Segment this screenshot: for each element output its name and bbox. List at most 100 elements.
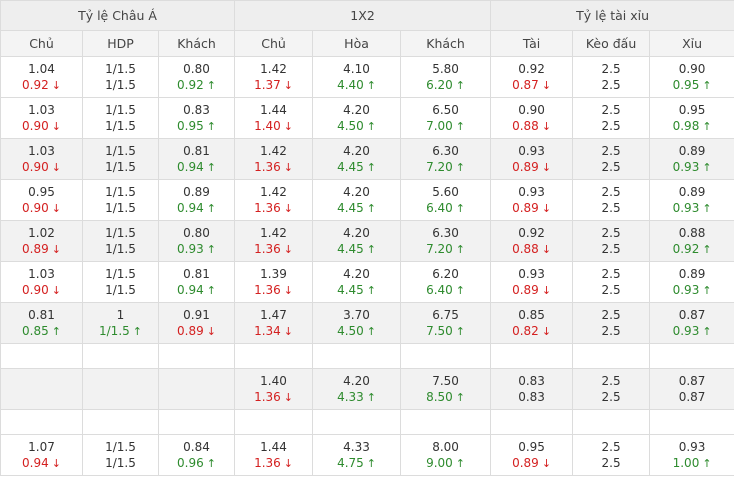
opening-odds: 4.20 — [343, 185, 370, 199]
opening-odds: 1.02 — [28, 226, 55, 240]
opening-odds: 1/1.5 — [105, 440, 136, 454]
arrow-down-icon: ↓ — [541, 243, 552, 256]
current-odds-line: 1/1.5 — [83, 455, 158, 471]
opening-odds: 1.03 — [28, 103, 55, 117]
current-odds-line: 6.40 ↑ — [401, 282, 490, 298]
current-odds: 4.50 — [337, 324, 364, 338]
opening-odds: 2.5 — [601, 185, 621, 199]
odds-cell-content: 6.20 6.40 ↑ — [401, 264, 490, 300]
current-odds-line: 0.89 ↓ — [491, 282, 572, 298]
col-header-home: Chủ — [0, 30, 83, 57]
current-odds: 0.82 — [512, 324, 539, 338]
odds-cell-content: 0.90 0.88 ↓ — [491, 100, 572, 136]
odds-cell: 1.03 0.90 ↓ — [0, 97, 83, 139]
arrow-down-icon: ↓ — [541, 161, 552, 174]
current-odds: 4.45 — [337, 242, 364, 256]
opening-odds: 0.83 — [183, 103, 210, 117]
odds-cell: 0.83 0.83 — [490, 368, 574, 410]
odds-cell-content: 2.5 2.5 — [573, 182, 649, 218]
current-odds-line: 1.37 ↓ — [235, 77, 312, 93]
odds-cell-content — [83, 371, 158, 407]
arrow-up-icon: ↑ — [206, 120, 216, 133]
opening-odds: 0.80 — [183, 62, 210, 76]
opening-odds: 2.5 — [601, 440, 621, 454]
opening-odds: 1/1.5 — [105, 62, 136, 76]
odds-cell: 2.5 2.5 — [572, 220, 651, 262]
current-odds: 6.20 — [426, 78, 453, 92]
arrow-up-icon: ↑ — [455, 202, 466, 215]
opening-odds: 1.03 — [28, 144, 55, 158]
arrow-down-icon: ↓ — [283, 284, 293, 297]
arrow-up-icon: ↑ — [206, 457, 216, 470]
current-odds: 2.5 — [601, 283, 621, 297]
current-odds-line: 0.94 ↑ — [159, 159, 234, 175]
current-odds: 1/1.5 — [105, 119, 136, 133]
odds-cell: 1/1.5 1/1.5 — [82, 434, 159, 476]
odds-cell: 0.89 0.93 ↑ — [649, 179, 734, 221]
opening-odds: 7.50 — [432, 374, 459, 388]
current-odds: 0.95 — [177, 119, 204, 133]
current-odds-line: 2.5 — [573, 389, 649, 405]
opening-odds: 1.42 — [260, 144, 287, 158]
arrow-up-icon: ↑ — [132, 325, 142, 338]
current-odds-line: 2.5 — [573, 455, 649, 471]
odds-cell-content: 1.03 0.90 ↓ — [1, 141, 82, 177]
opening-odds: 0.91 — [183, 308, 210, 322]
current-odds-line: 4.45 ↑ — [313, 200, 400, 216]
odds-cell-content: 0.89 0.93 ↑ — [650, 141, 734, 177]
current-odds: 0.83 — [518, 390, 545, 404]
odds-cell-content: 0.91 0.89 ↓ — [159, 305, 234, 341]
odds-cell-content: 0.90 0.95 ↑ — [650, 59, 734, 95]
current-odds-line — [159, 389, 234, 405]
arrow-up-icon: ↑ — [455, 391, 466, 404]
current-odds: 0.92 — [22, 78, 49, 92]
odds-cell: 6.20 6.40 ↑ — [400, 261, 492, 303]
odds-cell: 1/1.5 1/1.5 — [82, 97, 159, 139]
current-odds-line: 1.00 ↑ — [650, 455, 734, 471]
odds-cell-content: 1.03 0.90 ↓ — [1, 264, 82, 300]
current-odds-line: 1.36 ↓ — [235, 389, 312, 405]
current-odds: 1.36 — [254, 390, 281, 404]
arrow-down-icon: ↓ — [541, 120, 552, 133]
odds-cell-content: 1/1.5 1/1.5 — [83, 141, 158, 177]
current-odds: 4.45 — [337, 201, 364, 215]
current-odds-line: 1.40 ↓ — [235, 118, 312, 134]
current-odds-line: 0.89 ↓ — [159, 323, 234, 339]
odds-cell: 0.89 0.94 ↑ — [157, 179, 236, 221]
group-header-over-under: Tỷ lệ tài xỉu — [490, 0, 734, 31]
odds-cell — [312, 409, 402, 435]
odds-cell: 0.80 0.93 ↑ — [157, 220, 236, 262]
opening-odds: 1/1.5 — [105, 185, 136, 199]
opening-odds: 0.90 — [678, 62, 706, 76]
arrow-up-icon: ↑ — [366, 391, 376, 404]
opening-odds: 6.30 — [432, 226, 459, 240]
opening-odds: 6.75 — [432, 308, 459, 322]
opening-odds: 0.84 — [183, 440, 210, 454]
arrow-up-icon: ↑ — [702, 457, 712, 470]
current-odds: 2.5 — [601, 324, 621, 338]
arrow-down-icon: ↓ — [51, 161, 61, 174]
opening-odds: 0.93 — [518, 185, 545, 199]
current-odds: 4.45 — [337, 160, 364, 174]
odds-cell — [649, 409, 734, 435]
current-odds: 0.96 — [177, 456, 204, 470]
current-odds-line: 0.94 ↑ — [159, 282, 234, 298]
arrow-up-icon: ↑ — [366, 243, 376, 256]
odds-cell — [490, 343, 574, 369]
opening-odds: 0.93 — [678, 440, 706, 454]
current-odds: 7.00 — [426, 119, 453, 133]
odds-cell-content: 2.5 2.5 — [573, 100, 649, 136]
odds-cell: 8.00 9.00 ↑ — [400, 434, 492, 476]
current-odds-line: 0.93 ↑ — [650, 200, 734, 216]
odds-cell-content: 1.42 1.36 ↓ — [235, 182, 312, 218]
group-header-1x2: 1X2 — [234, 0, 492, 31]
column-header-row: Chủ HDP Khách Chủ Hòa Khách Tài Kèo đấu … — [0, 30, 734, 57]
arrow-down-icon: ↓ — [283, 120, 293, 133]
current-odds: 0.89 — [512, 201, 539, 215]
current-odds-line: 0.92 ↓ — [1, 77, 82, 93]
opening-odds: 1.44 — [260, 440, 287, 454]
odds-cell-content: 4.33 4.75 ↑ — [313, 437, 400, 473]
opening-odds: 1.39 — [260, 267, 287, 281]
current-odds: 0.94 — [22, 456, 49, 470]
current-odds-line: 7.20 ↑ — [401, 159, 490, 175]
